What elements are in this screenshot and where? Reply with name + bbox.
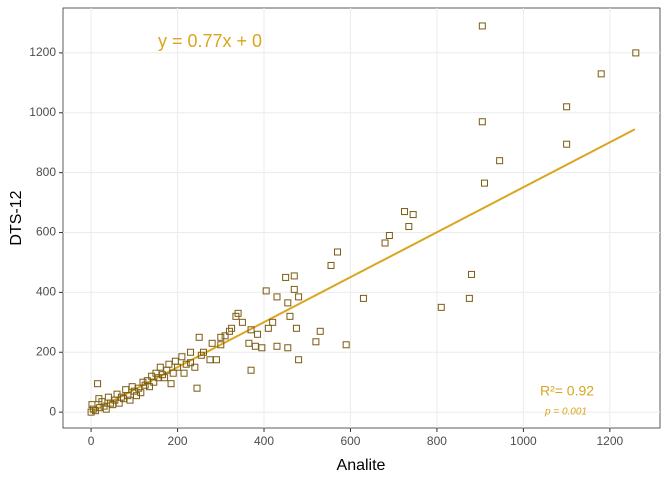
y-tick-label: 1000 <box>29 105 56 119</box>
point <box>468 270 476 278</box>
point <box>232 312 240 320</box>
point <box>217 333 225 341</box>
point <box>137 389 145 397</box>
point <box>437 303 445 311</box>
point <box>284 344 292 352</box>
y-tick-label: 800 <box>36 165 56 179</box>
point <box>295 293 303 301</box>
equation: y = 0.77x + 0 <box>158 31 262 51</box>
point <box>284 299 292 307</box>
p-value: p = 0.001 <box>544 407 587 418</box>
x-tick-label: 0 <box>88 434 95 448</box>
point <box>264 324 272 332</box>
x-tick-label: 400 <box>254 434 274 448</box>
point <box>262 287 270 295</box>
x-axis-label: Analite <box>337 457 386 474</box>
point <box>295 356 303 364</box>
point <box>228 324 236 332</box>
point <box>182 360 190 368</box>
point <box>312 338 320 346</box>
point <box>269 318 277 326</box>
point <box>282 273 290 281</box>
point <box>87 408 95 416</box>
point <box>178 353 186 361</box>
point <box>478 118 486 126</box>
r-squared: R²= 0.92 <box>540 383 594 399</box>
y-tick-label: 400 <box>36 285 56 299</box>
point <box>206 356 214 364</box>
point <box>208 339 216 347</box>
y-tick-label: 200 <box>36 344 56 358</box>
point <box>290 285 298 293</box>
point <box>273 293 281 301</box>
point <box>342 341 350 349</box>
point <box>247 326 255 334</box>
point <box>405 223 413 231</box>
point <box>563 140 571 148</box>
y-tick-label: 600 <box>36 225 56 239</box>
x-tick-label: 1200 <box>597 434 624 448</box>
point <box>122 386 130 394</box>
point <box>94 380 102 388</box>
point <box>245 339 253 347</box>
point <box>180 369 188 377</box>
fit-line <box>90 128 636 414</box>
point <box>465 294 473 302</box>
point <box>193 384 201 392</box>
point <box>327 261 335 269</box>
point <box>95 395 103 403</box>
point <box>286 312 294 320</box>
y-tick-label: 1200 <box>29 45 56 59</box>
point <box>145 383 153 391</box>
point <box>191 363 199 371</box>
y-tick-label: 0 <box>49 404 56 418</box>
point <box>292 324 300 332</box>
x-tick-label: 600 <box>340 434 360 448</box>
point <box>478 22 486 30</box>
point <box>88 401 96 409</box>
point <box>221 332 229 340</box>
point <box>480 179 488 187</box>
point <box>409 211 417 219</box>
point <box>199 348 207 356</box>
point <box>126 396 134 404</box>
point <box>385 232 393 240</box>
point <box>247 366 255 374</box>
panel <box>62 7 661 429</box>
point <box>115 399 123 407</box>
point <box>150 378 158 386</box>
point <box>401 208 409 216</box>
point <box>167 380 175 388</box>
point <box>174 363 182 371</box>
point <box>273 342 281 350</box>
point <box>563 103 571 111</box>
point <box>359 294 367 302</box>
point <box>158 371 166 379</box>
point <box>254 330 262 338</box>
x-tick-label: 800 <box>427 434 447 448</box>
point <box>632 49 640 57</box>
point <box>217 341 225 349</box>
point <box>597 70 605 78</box>
point <box>238 318 246 326</box>
point <box>187 359 195 367</box>
point <box>290 272 298 280</box>
point <box>141 381 149 389</box>
point <box>381 239 389 247</box>
x-tick-label: 200 <box>168 434 188 448</box>
point <box>195 333 203 341</box>
y-axis-label: DTS-12 <box>8 190 25 245</box>
point <box>187 348 195 356</box>
point <box>102 405 110 413</box>
point <box>334 248 342 256</box>
point <box>496 157 504 165</box>
x-tick-label: 1000 <box>510 434 537 448</box>
point <box>316 327 324 335</box>
point <box>104 393 112 401</box>
